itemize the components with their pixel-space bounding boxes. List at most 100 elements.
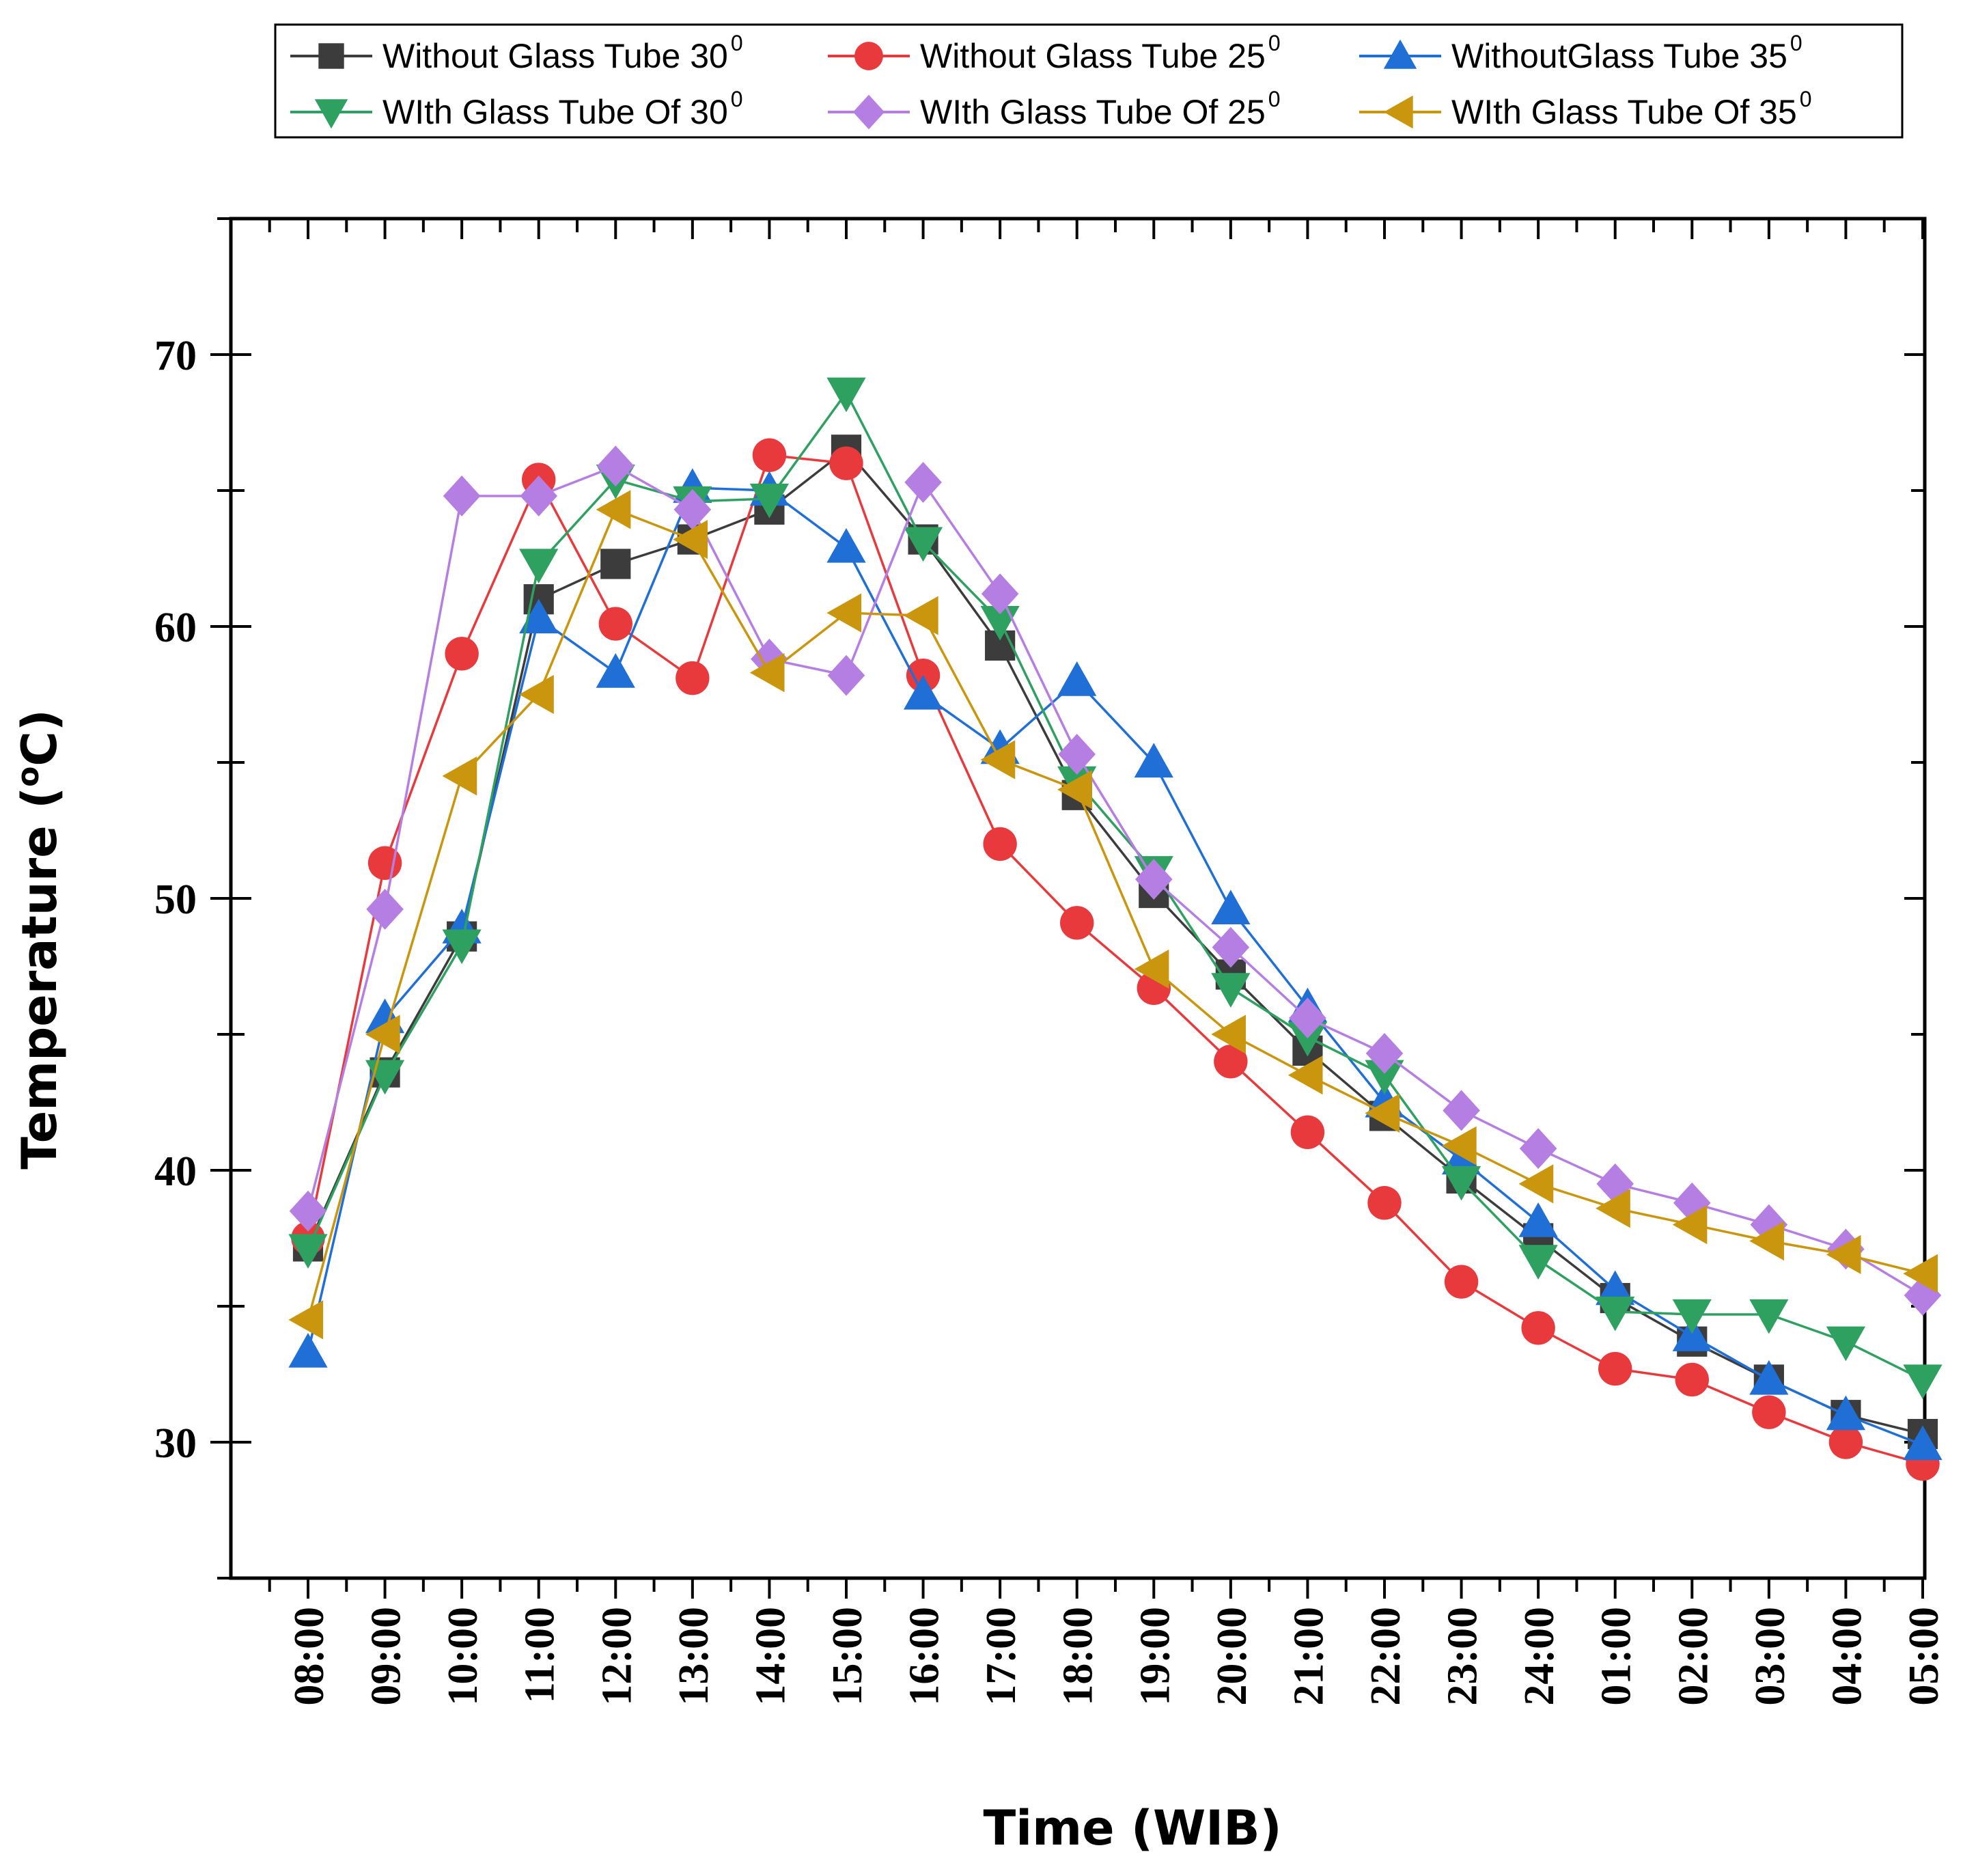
series-line	[307, 454, 1923, 1465]
x-tick-label: 18:00	[1055, 1607, 1102, 1706]
x-tick-label: 08:00	[286, 1607, 333, 1706]
marker-triangle-left	[1383, 95, 1413, 129]
marker-diamond	[904, 462, 942, 503]
marker-triangle-down	[1441, 1165, 1481, 1201]
legend-label: Without Glass Tube 30	[382, 37, 728, 75]
marker-circle	[1598, 1351, 1632, 1386]
y-axis-title-sup: o	[11, 767, 46, 787]
marker-circle	[676, 661, 710, 695]
marker-triangle-down	[288, 1234, 328, 1269]
marker-triangle-down	[314, 99, 348, 129]
marker-triangle-up	[1596, 1270, 1635, 1306]
y-tick-label: 60	[154, 605, 197, 651]
legend-item: WIth Glass Tube Of 30 0	[290, 87, 743, 131]
marker-diamond	[1519, 1128, 1557, 1170]
x-tick-label: 19:00	[1132, 1607, 1178, 1706]
series-line	[307, 447, 1923, 1435]
marker-circle	[1675, 1362, 1709, 1397]
series-5	[289, 445, 1942, 1316]
marker-triangle-left	[442, 756, 477, 796]
marker-triangle-down	[903, 527, 943, 562]
marker-circle	[854, 42, 883, 70]
marker-triangle-up	[1826, 1395, 1866, 1431]
x-axis-title: Time (WIB)	[983, 1800, 1281, 1856]
marker-triangle-left	[1441, 1126, 1477, 1165]
marker-triangle-left	[1826, 1234, 1861, 1274]
marker-triangle-left	[1134, 949, 1169, 989]
marker-triangle-left	[749, 653, 785, 693]
marker-triangle-left	[980, 740, 1016, 780]
marker-circle	[829, 446, 863, 480]
series-line	[307, 465, 1923, 1297]
marker-diamond	[1289, 997, 1326, 1039]
x-tick-label: 03:00	[1747, 1607, 1794, 1706]
marker-diamond	[827, 654, 865, 696]
y-axis-title: Temperature (oC)	[11, 709, 68, 1169]
legend-label-sup: 0	[1800, 87, 1812, 111]
legend-item: WithoutGlass Tube 35 0	[1359, 31, 1802, 75]
marker-triangle-down	[1826, 1326, 1866, 1362]
marker-diamond	[1365, 1032, 1404, 1074]
marker-circle	[1060, 906, 1094, 940]
x-tick-label: 23:00	[1440, 1607, 1486, 1706]
x-tick-label: 11:00	[517, 1607, 563, 1703]
marker-circle	[1828, 1425, 1863, 1459]
y-axis-title-main: Temperature (	[12, 787, 68, 1170]
legend-item: WIth Glass Tube Of 25 0	[828, 87, 1281, 131]
marker-circle	[445, 637, 479, 671]
marker-triangle-left	[1903, 1254, 1938, 1293]
marker-triangle-up	[1383, 39, 1417, 69]
x-tick-label: 04:00	[1824, 1607, 1870, 1706]
marker-triangle-left	[673, 520, 708, 560]
marker-triangle-down	[1287, 1021, 1328, 1057]
marker-diamond	[520, 475, 558, 516]
marker-circle	[598, 607, 632, 641]
legend: Without Glass Tube 30 0 Without Glass Tube…	[274, 23, 1904, 139]
marker-circle	[752, 438, 787, 472]
marker-triangle-left	[903, 596, 938, 635]
marker-circle	[367, 846, 402, 880]
x-tick-label: 14:00	[747, 1607, 794, 1706]
y-tick-label: 50	[154, 877, 197, 923]
x-tick-label: 05:00	[1901, 1607, 1947, 1706]
x-tick-label: 20:00	[1209, 1607, 1255, 1706]
marker-circle	[1367, 1186, 1402, 1220]
series-line	[307, 508, 1923, 1321]
legend-label: Without Glass Tube 25	[920, 37, 1266, 75]
legend-label: WIth Glass Tube Of 25	[920, 93, 1266, 131]
marker-triangle-left	[1672, 1205, 1708, 1245]
marker-triangle-left	[1057, 770, 1092, 810]
x-tick-label: 01:00	[1593, 1607, 1640, 1706]
marker-circle	[1752, 1395, 1786, 1429]
marker-diamond	[1443, 1090, 1480, 1131]
marker-triangle-up	[903, 674, 943, 710]
marker-triangle-down	[826, 377, 866, 413]
marker-diamond	[1750, 1204, 1788, 1245]
x-tick-label: 15:00	[824, 1607, 871, 1706]
marker-triangle-up	[1518, 1202, 1558, 1237]
marker-triangle-left	[1749, 1221, 1784, 1261]
marker-triangle-up	[1134, 743, 1173, 778]
marker-triangle-up	[1211, 889, 1251, 925]
marker-triangle-down	[442, 929, 482, 965]
x-tick-label: 10:00	[440, 1607, 486, 1706]
marker-triangle-down	[1518, 1245, 1558, 1280]
x-tick-label: 02:00	[1670, 1607, 1716, 1706]
x-tick-label: 17:00	[978, 1607, 1025, 1706]
y-tick-label: 70	[154, 333, 197, 379]
series-layer	[288, 377, 1943, 1481]
marker-triangle-up	[1057, 661, 1097, 696]
marker-diamond	[981, 573, 1019, 615]
x-tick-label: 21:00	[1285, 1607, 1332, 1706]
marker-triangle-left	[826, 593, 862, 633]
marker-diamond	[443, 475, 481, 516]
marker-circle	[1521, 1311, 1555, 1345]
legend-label: WithoutGlass Tube 35	[1451, 37, 1787, 75]
marker-circle	[1214, 1045, 1248, 1079]
marker-square	[600, 549, 631, 579]
marker-triangle-left	[596, 490, 631, 529]
x-tick-label: 16:00	[902, 1607, 948, 1706]
marker-triangle-left	[1211, 1015, 1246, 1054]
